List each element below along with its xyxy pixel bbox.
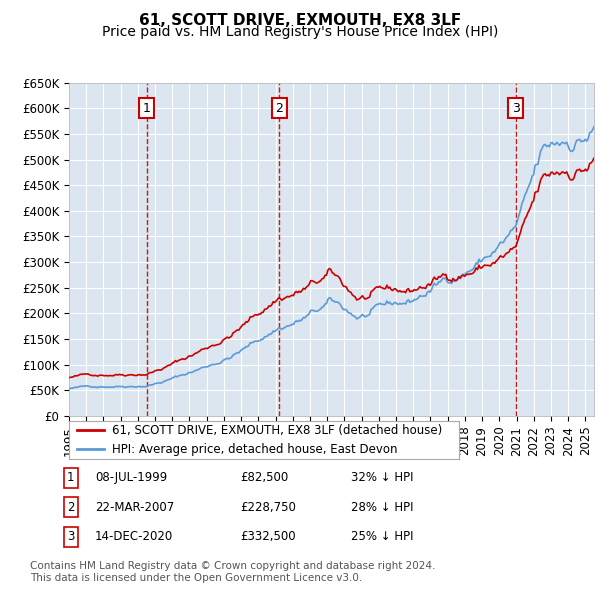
Text: 32% ↓ HPI: 32% ↓ HPI [351, 471, 413, 484]
Text: 3: 3 [67, 530, 74, 543]
Text: 25% ↓ HPI: 25% ↓ HPI [351, 530, 413, 543]
Text: 2: 2 [67, 501, 74, 514]
Text: 61, SCOTT DRIVE, EXMOUTH, EX8 3LF: 61, SCOTT DRIVE, EXMOUTH, EX8 3LF [139, 13, 461, 28]
Text: Price paid vs. HM Land Registry's House Price Index (HPI): Price paid vs. HM Land Registry's House … [102, 25, 498, 40]
Text: £82,500: £82,500 [240, 471, 288, 484]
Text: 1: 1 [143, 101, 151, 114]
Text: HPI: Average price, detached house, East Devon: HPI: Average price, detached house, East… [112, 443, 397, 456]
Text: 28% ↓ HPI: 28% ↓ HPI [351, 501, 413, 514]
Text: 08-JUL-1999: 08-JUL-1999 [95, 471, 167, 484]
Text: 3: 3 [512, 101, 520, 114]
Text: £332,500: £332,500 [240, 530, 296, 543]
Text: 2: 2 [275, 101, 283, 114]
Text: 22-MAR-2007: 22-MAR-2007 [95, 501, 174, 514]
Text: Contains HM Land Registry data © Crown copyright and database right 2024.
This d: Contains HM Land Registry data © Crown c… [30, 561, 436, 583]
Text: £228,750: £228,750 [240, 501, 296, 514]
Text: 1: 1 [67, 471, 74, 484]
Text: 14-DEC-2020: 14-DEC-2020 [95, 530, 173, 543]
Text: 61, SCOTT DRIVE, EXMOUTH, EX8 3LF (detached house): 61, SCOTT DRIVE, EXMOUTH, EX8 3LF (detac… [112, 424, 442, 437]
